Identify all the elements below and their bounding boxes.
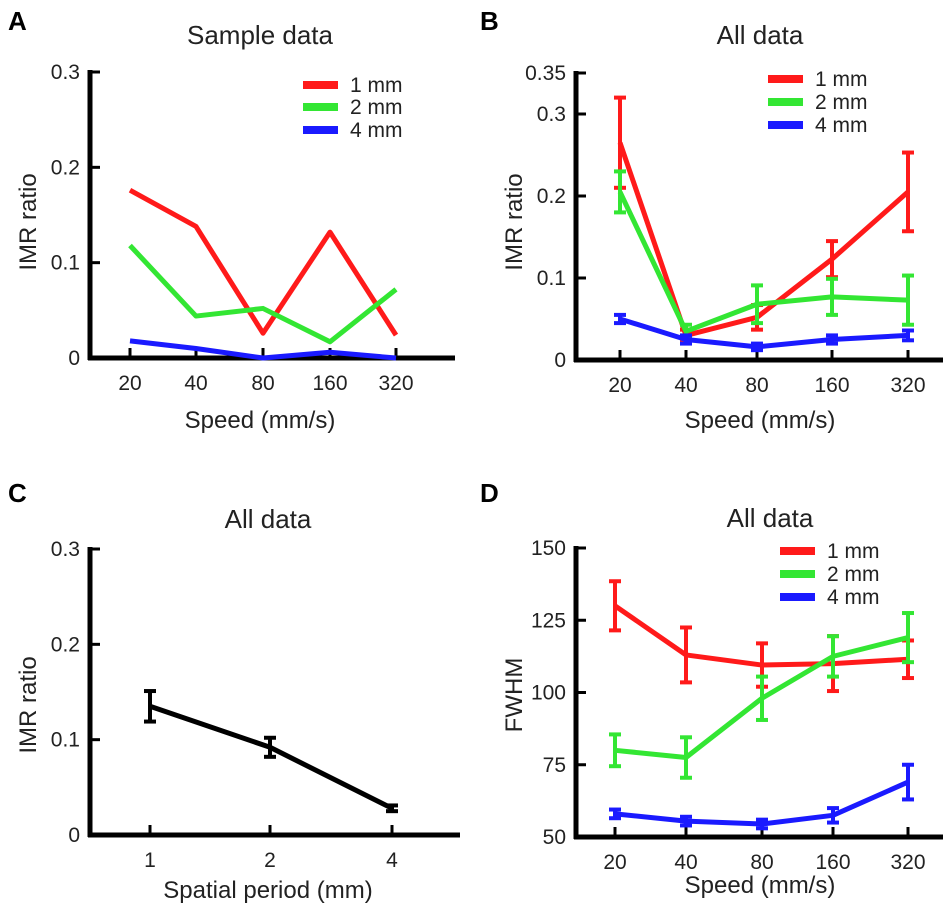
panel-b: B All data 0 0.1 0.2 0.3 0.35 20 40 80 160 320 Speed… — [480, 6, 943, 434]
y-axis-label: FWHM — [501, 658, 528, 733]
legend-label: 4 mm — [815, 114, 868, 137]
legend-item: 4 mm — [303, 119, 403, 142]
legend-item: 2 mm — [768, 91, 868, 114]
legend-item: 4 mm — [780, 586, 880, 609]
legend-label: 4 mm — [350, 119, 403, 142]
x-tick-label: 20 — [608, 374, 631, 397]
x-tick-label: 20 — [118, 372, 141, 395]
panel-letter: C — [8, 478, 27, 508]
series-2-mm — [609, 611, 914, 780]
x-tick-label: 80 — [745, 374, 768, 397]
y-tick-label: 0.1 — [51, 252, 80, 275]
legend-label: 1 mm — [350, 74, 403, 97]
y-tick-label: 0.2 — [51, 156, 80, 179]
x-tick-label: 1 — [144, 849, 156, 872]
legend-item: 1 mm — [303, 74, 403, 97]
x-tick-label: 320 — [890, 374, 925, 397]
legend-label: 1 mm — [815, 68, 868, 91]
legend-item: 1 mm — [768, 68, 868, 91]
y-tick-label: 0.1 — [537, 267, 566, 290]
x-tick-label: 2 — [264, 849, 276, 872]
y-tick-label: 0 — [68, 347, 80, 370]
x-tick-label: 160 — [814, 374, 849, 397]
y-tick-label: 0.35 — [525, 62, 566, 85]
y-tick-label: 50 — [543, 826, 566, 849]
x-tick-label: 40 — [674, 374, 697, 397]
x-axis-label: Speed (mm/s) — [685, 872, 836, 899]
series-2-mm — [128, 243, 398, 345]
legend: 1 mm2 mm4 mm — [768, 68, 868, 137]
y-tick-label: 0.3 — [537, 103, 566, 126]
y-tick-label: 0.2 — [537, 185, 566, 208]
y-tick-label: 100 — [531, 682, 566, 705]
x-tick-label: 80 — [750, 851, 773, 874]
legend-item: 2 mm — [303, 96, 403, 119]
legend: 1 mm2 mm4 mm — [780, 540, 880, 609]
x-tick-label: 20 — [603, 851, 626, 874]
panel-a: A Sample data 0 0.1 0.2 0.3 20 40 80 160 320 Speed … — [8, 6, 455, 434]
y-tick-label: 0.2 — [51, 633, 80, 656]
x-tick-label: 80 — [251, 372, 274, 395]
y-axis-label: IMR ratio — [15, 173, 42, 270]
panel-d: D All data 50 75 100 125 150 20 40 80 160 320 Speed … — [480, 478, 943, 899]
series-line — [619, 316, 909, 350]
legend-item: 1 mm — [780, 540, 880, 563]
y-axis-label: IMR ratio — [501, 173, 528, 270]
panel-letter: D — [480, 478, 499, 508]
legend-label: 2 mm — [815, 91, 868, 114]
chart-title: All data — [225, 504, 312, 534]
legend: 1 mm2 mm4 mm — [303, 74, 403, 142]
x-tick-label: 40 — [184, 372, 207, 395]
x-axis-label: Spatial period (mm) — [163, 877, 372, 904]
legend-label: 2 mm — [350, 96, 403, 119]
x-tick-label: 4 — [386, 849, 398, 872]
legend-item: 2 mm — [780, 563, 880, 586]
series-1-mm — [128, 188, 399, 337]
y-tick-label: 0 — [554, 349, 566, 372]
panel-c: C All data 0 0.1 0.2 0.3 1 2 4 Spatial period (mm… — [8, 478, 460, 904]
chart-title: All data — [717, 20, 804, 50]
y-tick-label: 150 — [531, 537, 566, 560]
y-axis-label: IMR ratio — [15, 656, 42, 753]
x-tick-label: 160 — [815, 851, 850, 874]
series-2-mm — [614, 169, 914, 340]
series-line — [617, 141, 910, 338]
series-4-mm — [609, 762, 914, 831]
panel-letter: A — [8, 6, 27, 36]
series-All — [144, 689, 398, 814]
panel-letter: B — [480, 6, 499, 36]
y-tick-label: 0.3 — [51, 538, 80, 561]
series-line — [128, 243, 398, 345]
chart-title: All data — [727, 503, 814, 533]
x-tick-label: 40 — [674, 851, 697, 874]
legend-label: 4 mm — [827, 586, 880, 609]
y-tick-label: 0.3 — [51, 61, 80, 84]
legend-label: 1 mm — [827, 540, 880, 563]
x-axis-label: Speed (mm/s) — [685, 407, 836, 434]
x-tick-label: 320 — [378, 372, 413, 395]
x-tick-label: 320 — [890, 851, 925, 874]
y-tick-label: 75 — [543, 754, 566, 777]
series-4-mm — [614, 312, 914, 353]
x-tick-label: 160 — [312, 372, 347, 395]
x-axis-label: Speed (mm/s) — [185, 407, 336, 434]
chart-title: Sample data — [187, 20, 334, 50]
y-tick-label: 0 — [68, 824, 80, 847]
series-4-mm — [129, 338, 397, 361]
series-line — [128, 188, 399, 337]
legend-item: 4 mm — [768, 114, 868, 137]
y-tick-label: 0.1 — [51, 729, 80, 752]
y-tick-label: 125 — [531, 609, 566, 632]
legend-label: 2 mm — [827, 563, 880, 586]
